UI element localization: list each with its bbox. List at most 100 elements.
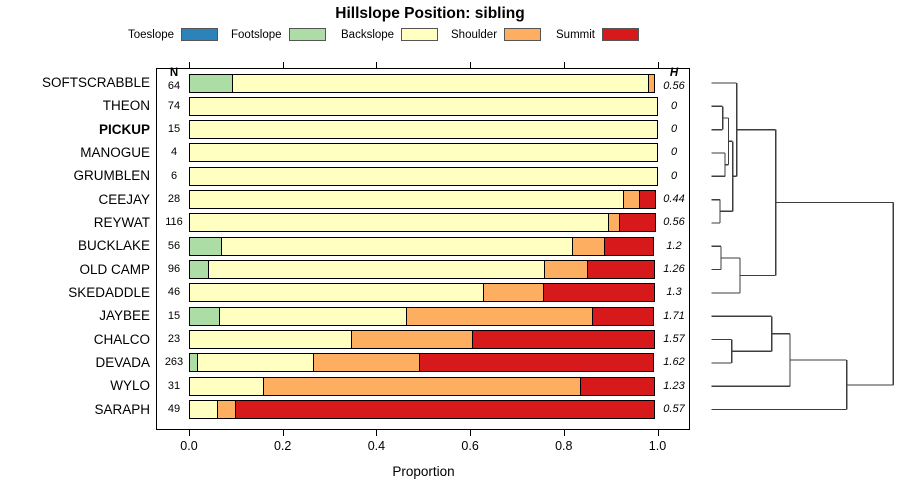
bar-row: [189, 400, 658, 420]
axis-tick-bottom: [563, 430, 565, 436]
n-value: 46: [167, 286, 181, 299]
h-value: 0: [670, 123, 678, 136]
row-label: GRUMBLEN: [73, 168, 150, 184]
bar-row: [189, 143, 658, 163]
bar-row: [189, 120, 658, 140]
h-value: 1.26: [663, 263, 685, 276]
axis-tick-label: 0.6: [461, 439, 479, 453]
h-value: 0: [670, 169, 678, 182]
h-column-header: H: [669, 67, 679, 79]
bar-row: [189, 376, 658, 396]
bar-segment-shoulder: [647, 73, 656, 93]
row-label: SKEDADDLE: [68, 284, 150, 300]
bar-segment-backslope: [189, 166, 658, 186]
legend-swatch: [288, 28, 326, 41]
chart-title: Hillslope Position: sibling: [335, 5, 525, 22]
bar-segment-summit: [419, 353, 655, 373]
legend-item-toeslope: Toeslope: [128, 27, 219, 42]
h-value: 1.23: [663, 379, 685, 392]
row-label: SOFTSCRABBLE: [41, 75, 150, 90]
axis-tick-top: [282, 62, 284, 68]
bar-segment-summit: [639, 190, 656, 210]
bar-row: [189, 353, 658, 373]
n-value: 31: [167, 379, 181, 392]
legend-label: Shoulder: [451, 28, 498, 41]
h-value: 0.44: [663, 193, 685, 206]
bar-row: [189, 236, 658, 256]
n-value: 56: [167, 239, 181, 252]
row-label: OLD CAMP: [79, 261, 150, 277]
h-value: 0.56: [663, 216, 685, 229]
axis-tick-top: [470, 62, 472, 68]
bar-segment-summit: [603, 236, 654, 256]
legend-label: Backslope: [341, 28, 395, 41]
n-value: 15: [167, 123, 181, 136]
n-value: 64: [167, 79, 181, 92]
axis-tick-label: 1.0: [648, 439, 667, 453]
h-value: 1.62: [663, 356, 685, 369]
bar-segment-summit: [586, 260, 655, 280]
row-label: MANOGUE: [80, 144, 150, 160]
row-label: CHALCO: [93, 331, 150, 347]
bar-segment-backslope: [189, 96, 658, 116]
bar-row: [189, 96, 658, 116]
row-label: BUCKLAKE: [77, 238, 150, 254]
h-value: 1.3: [666, 286, 682, 299]
legend-label: Toeslope: [128, 28, 175, 41]
row-label: SARAPH: [94, 401, 150, 417]
bar-row: [189, 330, 658, 350]
axis-tick-label: 0.4: [367, 439, 386, 453]
bar-row: [189, 260, 658, 280]
legend-swatch: [601, 28, 639, 41]
bar-row: [189, 306, 658, 326]
n-value: 96: [167, 263, 181, 276]
n-value: 23: [167, 333, 181, 346]
n-value: 28: [167, 193, 181, 206]
bar-segment-backslope: [189, 143, 658, 163]
x-axis-label: Proportion: [392, 464, 455, 479]
legend-swatch: [181, 28, 219, 41]
h-value: 0.57: [663, 403, 685, 416]
legend-swatch: [401, 28, 439, 41]
row-label: WYLO: [110, 378, 150, 394]
axis-tick-top: [189, 62, 190, 68]
row-label: PICKUP: [98, 121, 150, 137]
row-label: THEON: [102, 98, 150, 114]
h-value: 0.56: [663, 79, 685, 92]
bar-row: [189, 166, 658, 186]
bar-row: [189, 190, 658, 210]
h-value: 1.57: [663, 333, 685, 346]
row-label: CEEJAY: [98, 191, 150, 207]
legend-swatch: [504, 28, 542, 41]
row-label: REYWAT: [93, 214, 150, 230]
axis-tick-bottom: [470, 430, 472, 436]
row-label: DEVADA: [95, 354, 150, 370]
plot-frame: [156, 68, 690, 430]
h-value: 1.71: [663, 309, 685, 322]
n-value: 4: [170, 146, 178, 159]
n-value: 116: [165, 216, 183, 229]
n-value: 49: [167, 403, 181, 416]
n-value: 15: [167, 309, 181, 322]
legend-item-backslope: Backslope: [341, 27, 439, 42]
bar-segment-summit: [234, 400, 656, 420]
bar-segment-backslope: [189, 120, 658, 140]
bar-segment-summit: [592, 306, 655, 326]
bar-segment-summit: [543, 283, 655, 303]
axis-tick-bottom: [657, 430, 659, 436]
legend-item-summit: Summit: [556, 27, 639, 42]
h-value: 0: [670, 99, 678, 112]
bar-row: [189, 283, 658, 303]
bar-segment-summit: [619, 213, 656, 233]
h-value: 1.2: [666, 239, 682, 252]
legend-item-shoulder: Shoulder: [451, 27, 542, 42]
legend-label: Footslope: [231, 28, 282, 41]
axis-tick-top: [657, 62, 659, 68]
n-column-header: N: [169, 67, 179, 79]
row-label: JAYBEE: [99, 308, 150, 324]
legend-label: Summit: [556, 28, 595, 41]
h-value: 0: [670, 146, 678, 159]
n-value: 74: [167, 99, 181, 112]
